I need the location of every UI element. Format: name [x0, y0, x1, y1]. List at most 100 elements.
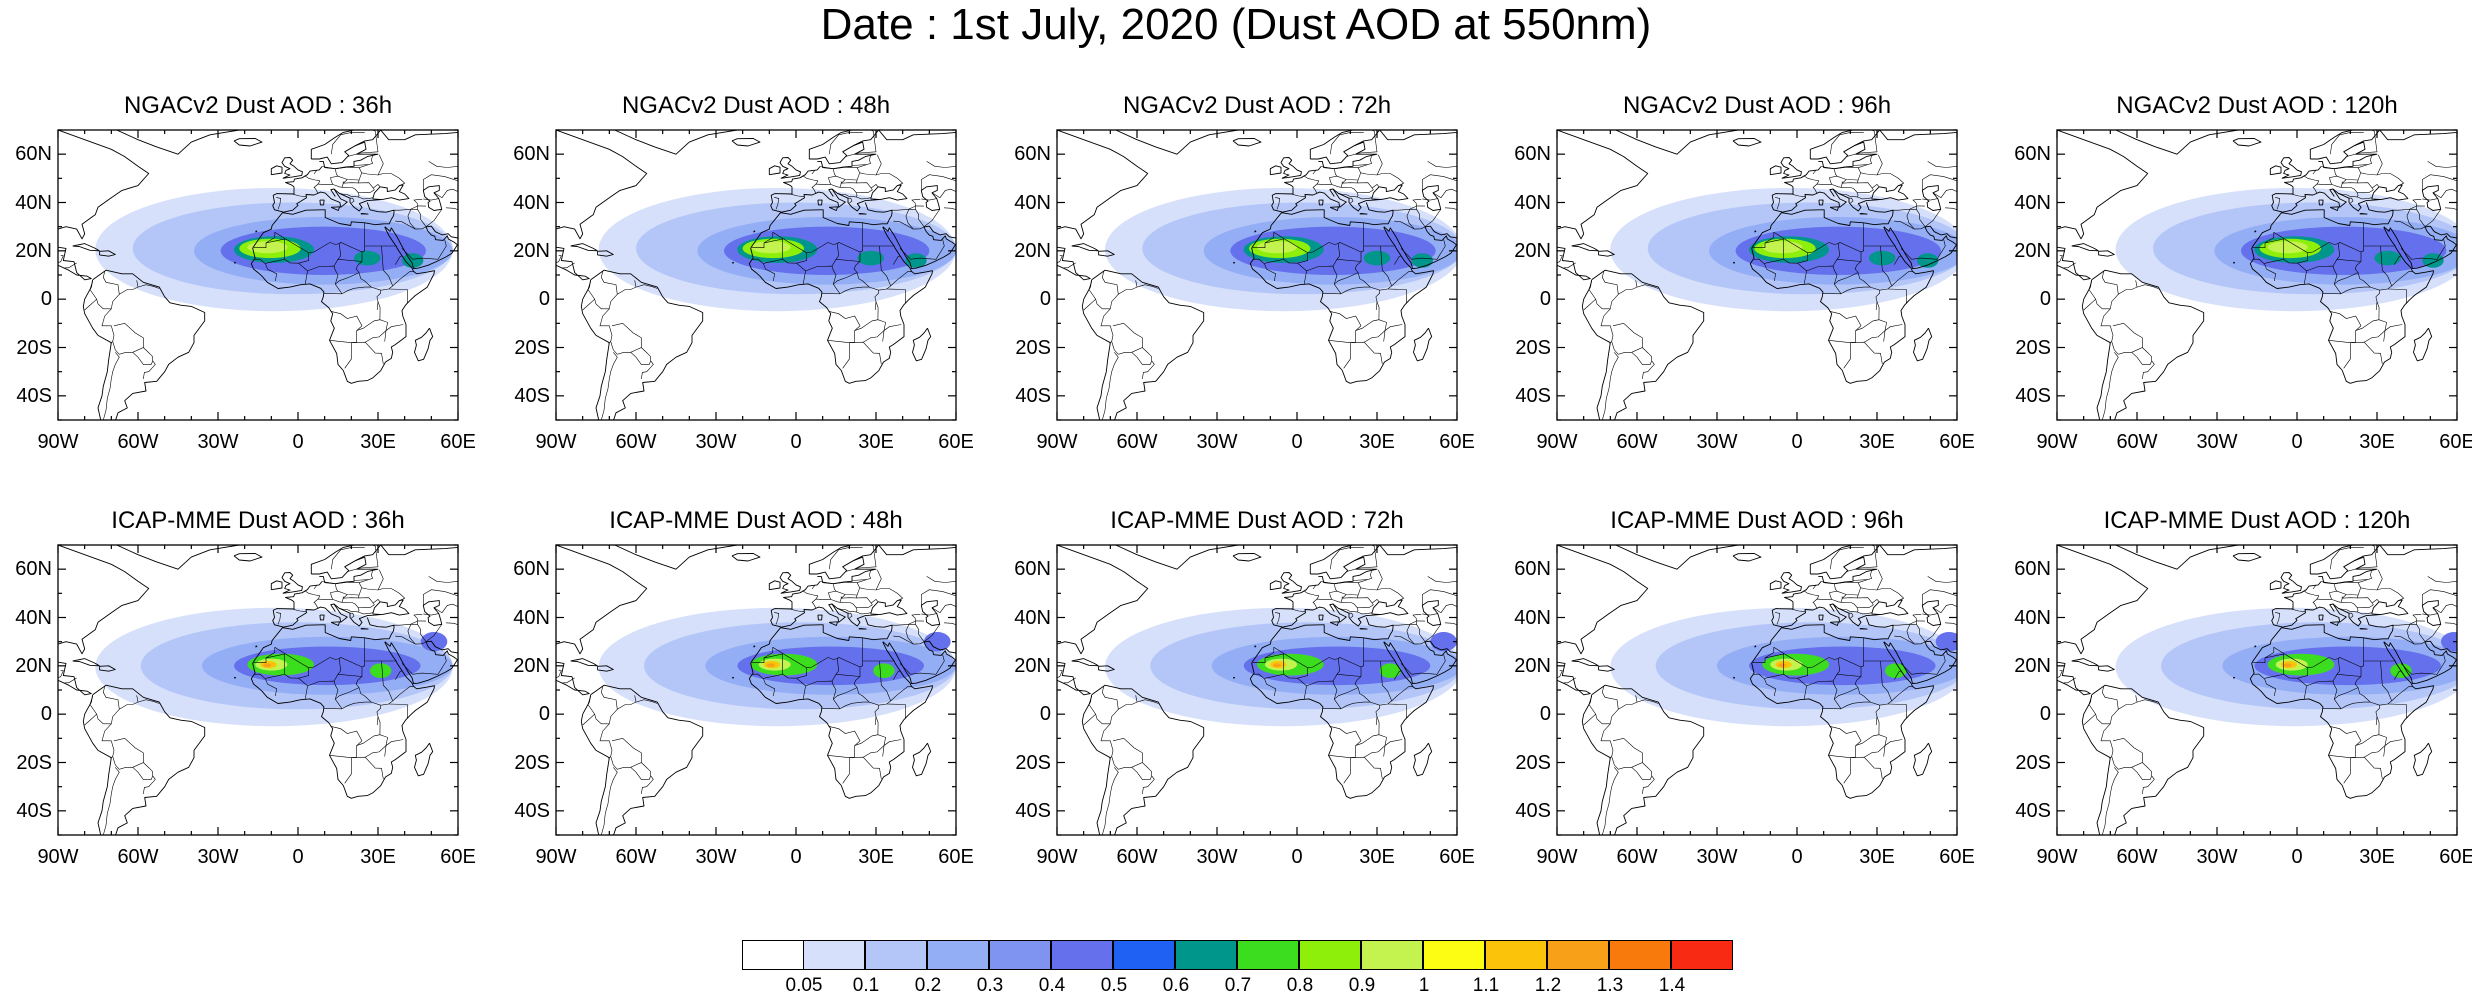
country-border	[1513, 222, 1538, 239]
country-border	[1922, 590, 1957, 606]
country-border	[1835, 167, 1861, 180]
longitude-tick-label: 60W	[2107, 432, 2167, 452]
country-border	[1364, 320, 1386, 343]
country-border	[2084, 299, 2096, 310]
latitude-tick-label: 20N	[2, 241, 52, 261]
country-border	[322, 167, 338, 185]
longitude-tick-label: 0	[1767, 432, 1827, 452]
country-border	[1304, 591, 1319, 596]
country-border	[860, 588, 903, 601]
country-border	[1584, 714, 1596, 725]
coastline	[2233, 139, 2261, 147]
country-border	[385, 325, 404, 342]
coastline	[2414, 743, 2432, 776]
colorbar-label: 0.4	[1027, 976, 1077, 996]
country-border	[588, 271, 617, 308]
country-border	[2422, 199, 2438, 201]
country-border	[362, 588, 405, 601]
latitude-tick-label: 40N	[1501, 193, 1551, 213]
coastline	[415, 743, 433, 776]
country-border	[2341, 182, 2342, 188]
coastline	[1380, 545, 1457, 555]
country-border	[843, 717, 878, 784]
country-border	[1422, 590, 1457, 606]
longitude-tick-label: 60E	[1927, 847, 1987, 867]
country-border	[2433, 604, 2457, 613]
country-border	[1817, 181, 1819, 184]
country-border	[434, 189, 458, 198]
colorbar-label: 1.3	[1585, 976, 1635, 996]
coastline	[780, 158, 801, 179]
coastline	[1914, 328, 1932, 361]
coastline	[2380, 130, 2457, 140]
country-border	[423, 199, 439, 201]
country-border	[2304, 176, 2319, 181]
coastline	[769, 581, 780, 590]
dust-aod-contour	[1762, 241, 1802, 253]
coastline	[784, 167, 821, 187]
country-border	[1341, 597, 1342, 603]
country-border	[342, 182, 343, 188]
colorbar-label: 0.8	[1275, 976, 1325, 996]
longitude-tick-label: 90W	[2027, 847, 2087, 867]
figure-title: Date : 1st July, 2020 (Dust AOD at 550nm…	[0, 0, 2472, 50]
coastline	[1234, 677, 1235, 678]
country-border	[631, 348, 651, 365]
coastline	[2285, 167, 2322, 187]
country-border	[2428, 576, 2457, 582]
panel-title: NGACv2 Dust AOD : 48h	[536, 92, 976, 120]
country-border	[932, 604, 956, 613]
country-border	[14, 222, 39, 239]
latitude-tick-label: 20S	[1501, 753, 1551, 773]
longitude-tick-label: 60E	[2427, 432, 2472, 452]
longitude-tick-label: 30E	[348, 847, 408, 867]
coastline	[2102, 116, 2249, 155]
dust-aod-contour	[354, 251, 381, 266]
coastline	[1872, 600, 1908, 615]
coastline	[754, 646, 755, 647]
colorbar-swatch	[927, 940, 989, 970]
coastline	[423, 186, 441, 211]
dust-aod-map	[58, 545, 458, 835]
latitude-tick-label: 60N	[500, 559, 550, 579]
country-border	[1317, 596, 1319, 599]
dust-aod-contour	[2268, 241, 2308, 253]
country-border	[1632, 763, 1652, 780]
colorbar-label: 0.1	[841, 976, 891, 996]
coastline	[1755, 231, 1756, 232]
country-border	[2321, 167, 2337, 185]
longitude-tick-label: 90W	[2027, 432, 2087, 452]
colorbar-label: 0.5	[1089, 976, 1139, 996]
coastline	[571, 244, 598, 251]
country-border	[2118, 280, 2137, 294]
coastline	[282, 573, 303, 594]
country-border	[2321, 582, 2337, 600]
country-border	[1089, 271, 1118, 308]
coastline	[1285, 582, 1322, 602]
coastline	[871, 600, 907, 615]
coastline	[271, 581, 282, 590]
country-border	[1330, 311, 1362, 330]
country-border	[1102, 767, 1118, 840]
latitude-tick-label: 40S	[500, 801, 550, 821]
longitude-tick-label: 90W	[1027, 847, 1087, 867]
dust-aod-contour	[2374, 251, 2401, 266]
country-border	[1821, 167, 1837, 185]
latitude-tick-label: 60N	[1001, 144, 1051, 164]
coastline	[1770, 166, 1781, 175]
country-border	[2364, 735, 2386, 758]
longitude-tick-label: 60W	[1107, 847, 1167, 867]
longitude-tick-label: 60E	[926, 432, 986, 452]
country-border	[863, 735, 885, 758]
colorbar-swatch	[1051, 940, 1113, 970]
latitude-tick-label: 0	[1001, 289, 1051, 309]
country-border	[1612, 738, 1643, 769]
longitude-tick-label: 60W	[1607, 847, 1667, 867]
country-border	[305, 176, 320, 181]
country-border	[2142, 361, 2154, 379]
coastline	[780, 573, 801, 594]
latitude-tick-label: 40N	[2, 608, 52, 628]
country-border	[336, 167, 362, 180]
dust-aod-map	[2057, 545, 2457, 835]
latitude-tick-label: 40S	[1001, 801, 1051, 821]
